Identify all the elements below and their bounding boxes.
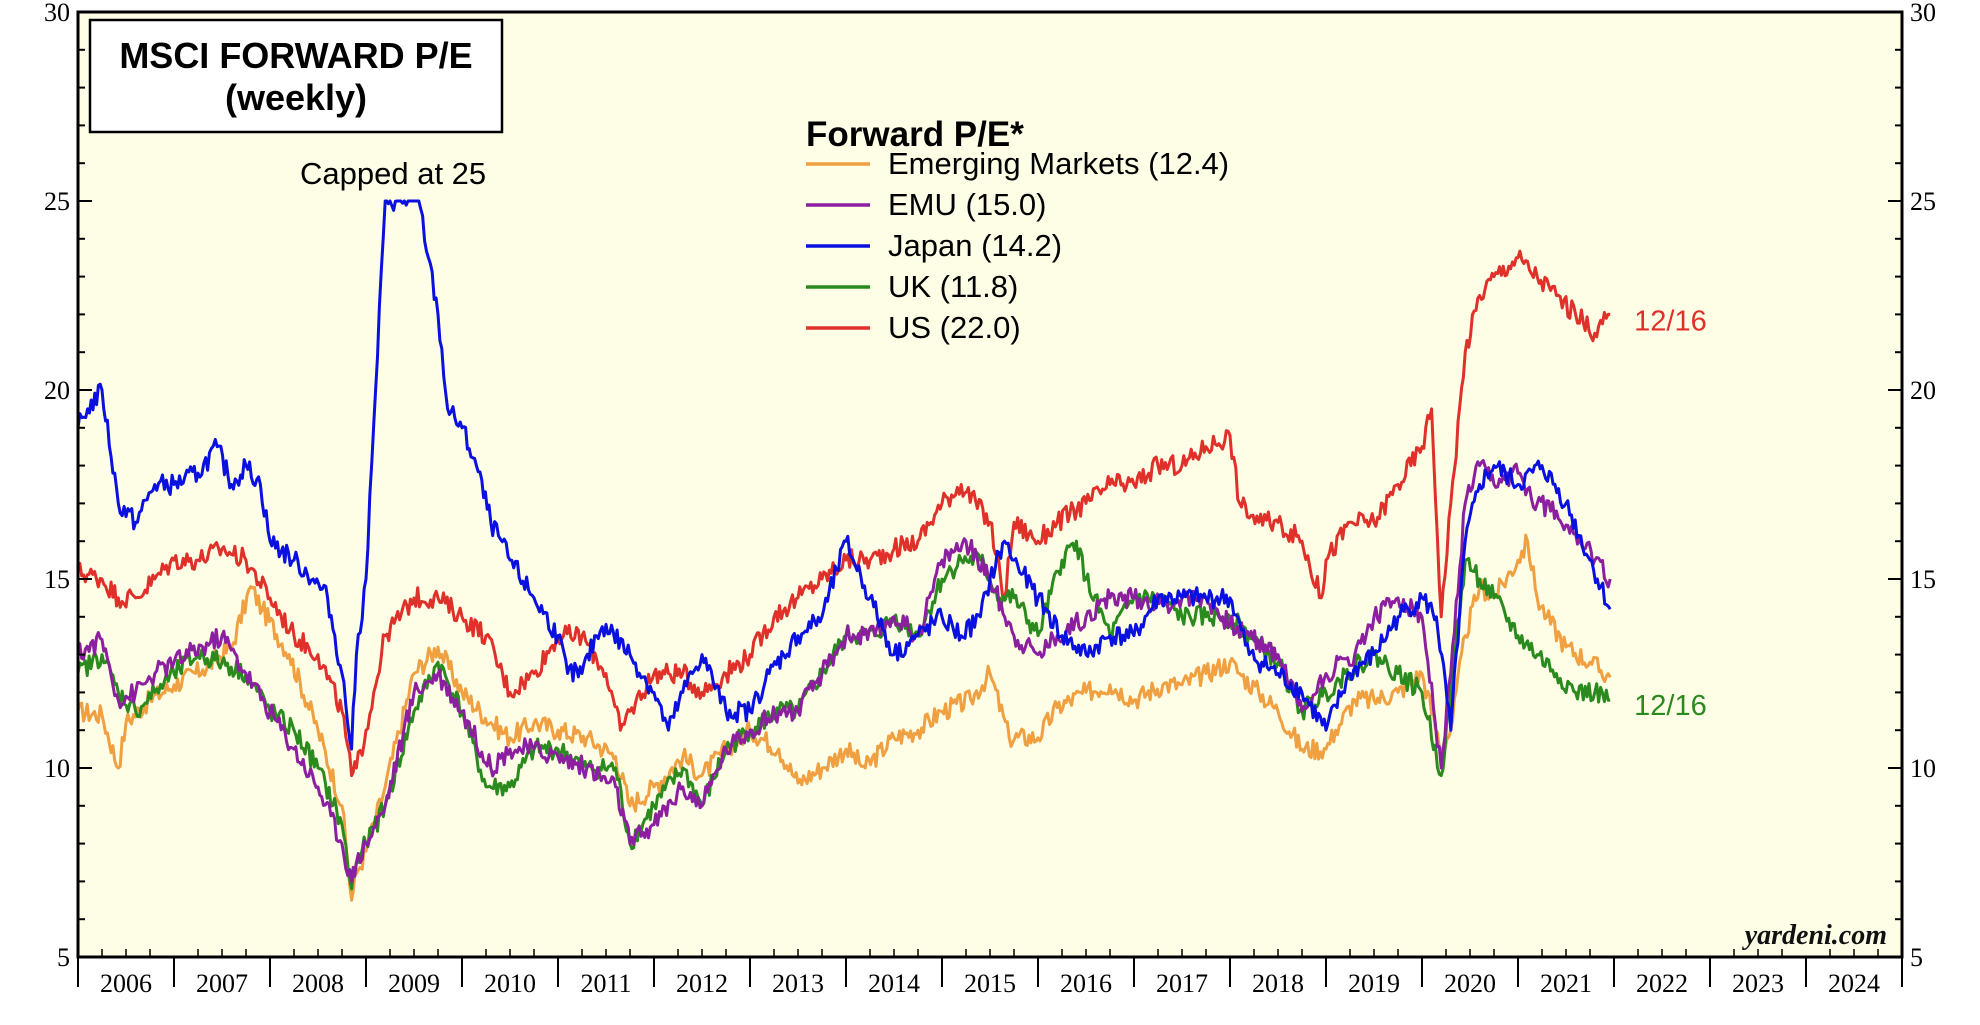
x-tick-label: 2009	[388, 969, 440, 998]
series-layer: 12/16 12/16	[76, 199, 1707, 902]
x-tick-label: 2007	[196, 969, 248, 998]
x-tick-label: 2006	[100, 969, 152, 998]
legend: Forward P/E* Emerging Markets (12.4) EMU …	[806, 115, 1229, 345]
x-tick-label: 2013	[772, 969, 824, 998]
source-label: yardeni.com	[1742, 920, 1887, 951]
x-tick-label: 2019	[1348, 969, 1400, 998]
legend-label-uk: UK (11.8)	[888, 269, 1018, 304]
y-tick-label-right: 30	[1910, 0, 1936, 27]
series-line-us	[76, 249, 1611, 778]
x-tick-label: 2010	[484, 969, 536, 998]
x-tick-label: 2015	[964, 969, 1016, 998]
y-tick-label-right: 5	[1910, 943, 1923, 972]
x-tick-label: 2014	[868, 969, 920, 998]
y-tick-label-right: 25	[1910, 187, 1936, 216]
x-tick-label: 2017	[1156, 969, 1208, 998]
x-tick-label: 2008	[292, 969, 344, 998]
series-line-emu	[76, 459, 1612, 883]
legend-title: Forward P/E*	[806, 115, 1024, 154]
x-tick-label: 2023	[1732, 969, 1784, 998]
chart-subtitle: (weekly)	[225, 77, 367, 118]
end-label-uk: 12/16	[1634, 690, 1707, 722]
y-tick-label-left: 15	[44, 565, 70, 594]
series-line-japan	[76, 199, 1612, 751]
x-tick-label: 2024	[1828, 969, 1880, 998]
legend-label-us: US (22.0)	[888, 310, 1021, 345]
end-label-us: 12/16	[1634, 305, 1707, 337]
x-tick-label: 2020	[1444, 969, 1496, 998]
y-tick-label-left: 10	[44, 754, 70, 783]
y-tick-label-right: 20	[1910, 376, 1936, 405]
y-tick-label-left: 5	[57, 943, 70, 972]
x-tick-label: 2021	[1540, 969, 1592, 998]
capped-annotation: Capped at 25	[300, 156, 486, 191]
y-tick-label-left: 25	[44, 187, 70, 216]
x-tick-label: 2016	[1060, 969, 1112, 998]
y-tick-label-left: 30	[44, 0, 70, 27]
title-box	[88, 18, 504, 134]
chart-title: MSCI FORWARD P/E	[119, 35, 472, 76]
legend-label-emerging: Emerging Markets (12.4)	[888, 146, 1229, 181]
legend-label-japan: Japan (14.2)	[888, 228, 1062, 263]
y-tick-label-right: 15	[1910, 565, 1936, 594]
x-tick-label: 2012	[676, 969, 728, 998]
x-tick-label: 2018	[1252, 969, 1304, 998]
y-tick-label-right: 10	[1910, 754, 1936, 783]
series-line-emerging	[76, 533, 1612, 902]
x-tick-label: 2011	[580, 969, 631, 998]
x-tick-label: 2022	[1636, 969, 1688, 998]
legend-label-emu: EMU (15.0)	[888, 187, 1046, 222]
y-tick-label-left: 20	[44, 376, 70, 405]
